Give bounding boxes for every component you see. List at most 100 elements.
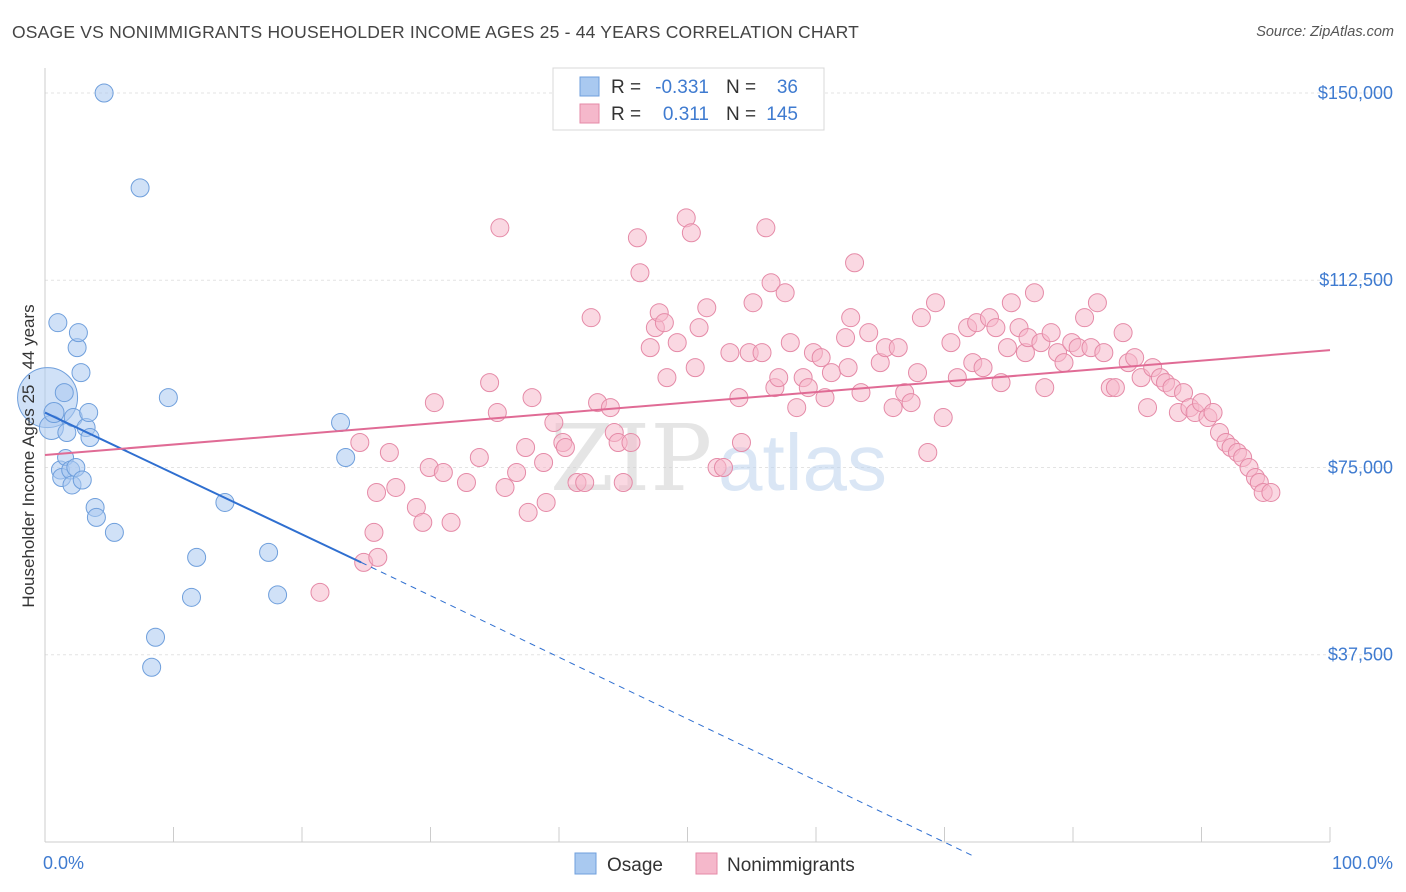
legend-n-label-osage: N = — [726, 77, 756, 98]
legend-r-label-nonimmigrants: R = — [611, 104, 641, 125]
osage-point — [72, 470, 92, 490]
osage-point — [43, 402, 65, 424]
nonimmigrants-point — [888, 338, 908, 358]
osage-trend-extension — [360, 561, 976, 858]
nonimmigrants-point — [911, 308, 931, 328]
nonimmigrants-point — [731, 433, 751, 453]
legend-n-value-osage: 36 — [777, 77, 798, 98]
nonimmigrants-point — [769, 368, 789, 388]
nonimmigrants-point — [780, 333, 800, 353]
legend-n-value-nonimmigrants: 145 — [766, 104, 798, 125]
nonimmigrants-point — [1024, 283, 1044, 303]
legend-box: R = -0.331 N = 36 R = 0.311 N = 145 — [552, 67, 825, 131]
nonimmigrants-point — [926, 293, 946, 313]
osage-point — [104, 522, 124, 542]
nonimmigrants-point — [490, 218, 510, 238]
nonimmigrants-point — [838, 358, 858, 378]
nonimmigrants-point — [883, 398, 903, 418]
osage-point — [48, 313, 68, 333]
nonimmigrants-point — [845, 253, 865, 273]
nonimmigrants-point — [522, 388, 542, 408]
nonimmigrants-point — [544, 413, 564, 433]
nonimmigrants-point — [859, 323, 879, 343]
nonimmigrants-point — [441, 512, 461, 532]
osage-point — [86, 507, 106, 527]
nonimmigrants-point — [761, 273, 781, 293]
x-tick-label: 100.0% — [1332, 853, 1393, 873]
nonimmigrants-point — [640, 338, 660, 358]
nonimmigrants-point — [775, 283, 795, 303]
osage-point — [146, 627, 166, 647]
nonimmigrants-point — [368, 547, 388, 567]
osage-point — [68, 323, 88, 343]
osage-point — [268, 585, 288, 605]
nonimmigrants-point — [1203, 403, 1223, 423]
nonimmigrants-point — [516, 438, 536, 458]
tick-labels: $37,500 $75,000 $112,500 $150,000 0.0% 100.0% — [43, 83, 1393, 873]
gridlines — [45, 92, 1390, 656]
nonimmigrants-point — [947, 368, 967, 388]
source-credit: Source: ZipAtlas.com — [1256, 24, 1394, 40]
nonimmigrants-point — [621, 433, 641, 453]
data-points — [17, 83, 1281, 677]
nonimmigrants-point — [581, 308, 601, 328]
nonimmigrants-point — [821, 363, 841, 383]
nonimmigrants-point — [456, 472, 476, 492]
legend-r-value-osage: -0.331 — [655, 77, 709, 98]
bottom-legend-label-nonimmigrants: Nonimmigrants — [727, 855, 855, 876]
y-axis-label: Householder Income Ages 25 - 44 years — [19, 304, 38, 607]
osage-point — [142, 657, 162, 677]
osage-point — [158, 388, 178, 408]
nonimmigrants-point — [480, 373, 500, 393]
nonimmigrants-point — [851, 383, 871, 403]
nonimmigrants-point — [657, 368, 677, 388]
nonimmigrants-point — [1125, 348, 1145, 368]
nonimmigrants-point — [986, 318, 1006, 338]
nonimmigrants-point — [1041, 323, 1061, 343]
nonimmigrants-point — [534, 452, 554, 472]
nonimmigrants-point — [836, 328, 856, 348]
watermark-zip: ZIP — [550, 405, 712, 512]
nonimmigrants-point — [518, 502, 538, 522]
nonimmigrants-point — [973, 358, 993, 378]
nonimmigrants-point — [743, 293, 763, 313]
nonimmigrants-point — [433, 462, 453, 482]
bottom-legend-swatch-nonimmigrants — [695, 852, 718, 875]
nonimmigrants-trend-line — [44, 349, 1331, 457]
nonimmigrants-point — [901, 393, 921, 413]
nonimmigrants-point — [495, 477, 515, 497]
nonimmigrants-point — [752, 343, 772, 363]
nonimmigrants-point — [681, 223, 701, 243]
nonimmigrants-point — [310, 582, 330, 602]
x-tick-label: 0.0% — [43, 853, 84, 873]
legend-r-label-osage: R = — [611, 77, 641, 98]
nonimmigrants-point — [424, 393, 444, 413]
nonimmigrants-point — [756, 218, 776, 238]
nonimmigrants-point — [507, 462, 527, 482]
nonimmigrants-point — [575, 472, 595, 492]
nonimmigrants-point — [933, 408, 953, 428]
nonimmigrants-point — [941, 333, 961, 353]
nonimmigrants-point — [720, 343, 740, 363]
nonimmigrants-point — [1261, 482, 1281, 502]
chart-title: OSAGE VS NONIMMIGRANTS HOUSEHOLDER INCOM… — [12, 22, 860, 42]
nonimmigrants-point — [1087, 293, 1107, 313]
nonimmigrants-point — [667, 333, 687, 353]
nonimmigrants-point — [630, 263, 650, 283]
y-tick-label: $150,000 — [1318, 83, 1393, 103]
legend-n-label-nonimmigrants: N = — [726, 104, 756, 125]
nonimmigrants-point — [841, 308, 861, 328]
nonimmigrants-point — [997, 338, 1017, 358]
nonimmigrants-point — [908, 363, 928, 383]
osage-trend-line — [44, 411, 362, 564]
nonimmigrants-point — [1001, 293, 1021, 313]
nonimmigrants-point — [379, 443, 399, 463]
bottom-legend: Osage Nonimmigrants — [574, 852, 855, 876]
osage-point — [94, 83, 114, 103]
nonimmigrants-point — [1035, 378, 1055, 398]
legend-swatch-osage — [579, 76, 600, 97]
osage-point — [187, 547, 207, 567]
y-tick-label: $112,500 — [1319, 270, 1393, 290]
nonimmigrants-point — [613, 472, 633, 492]
